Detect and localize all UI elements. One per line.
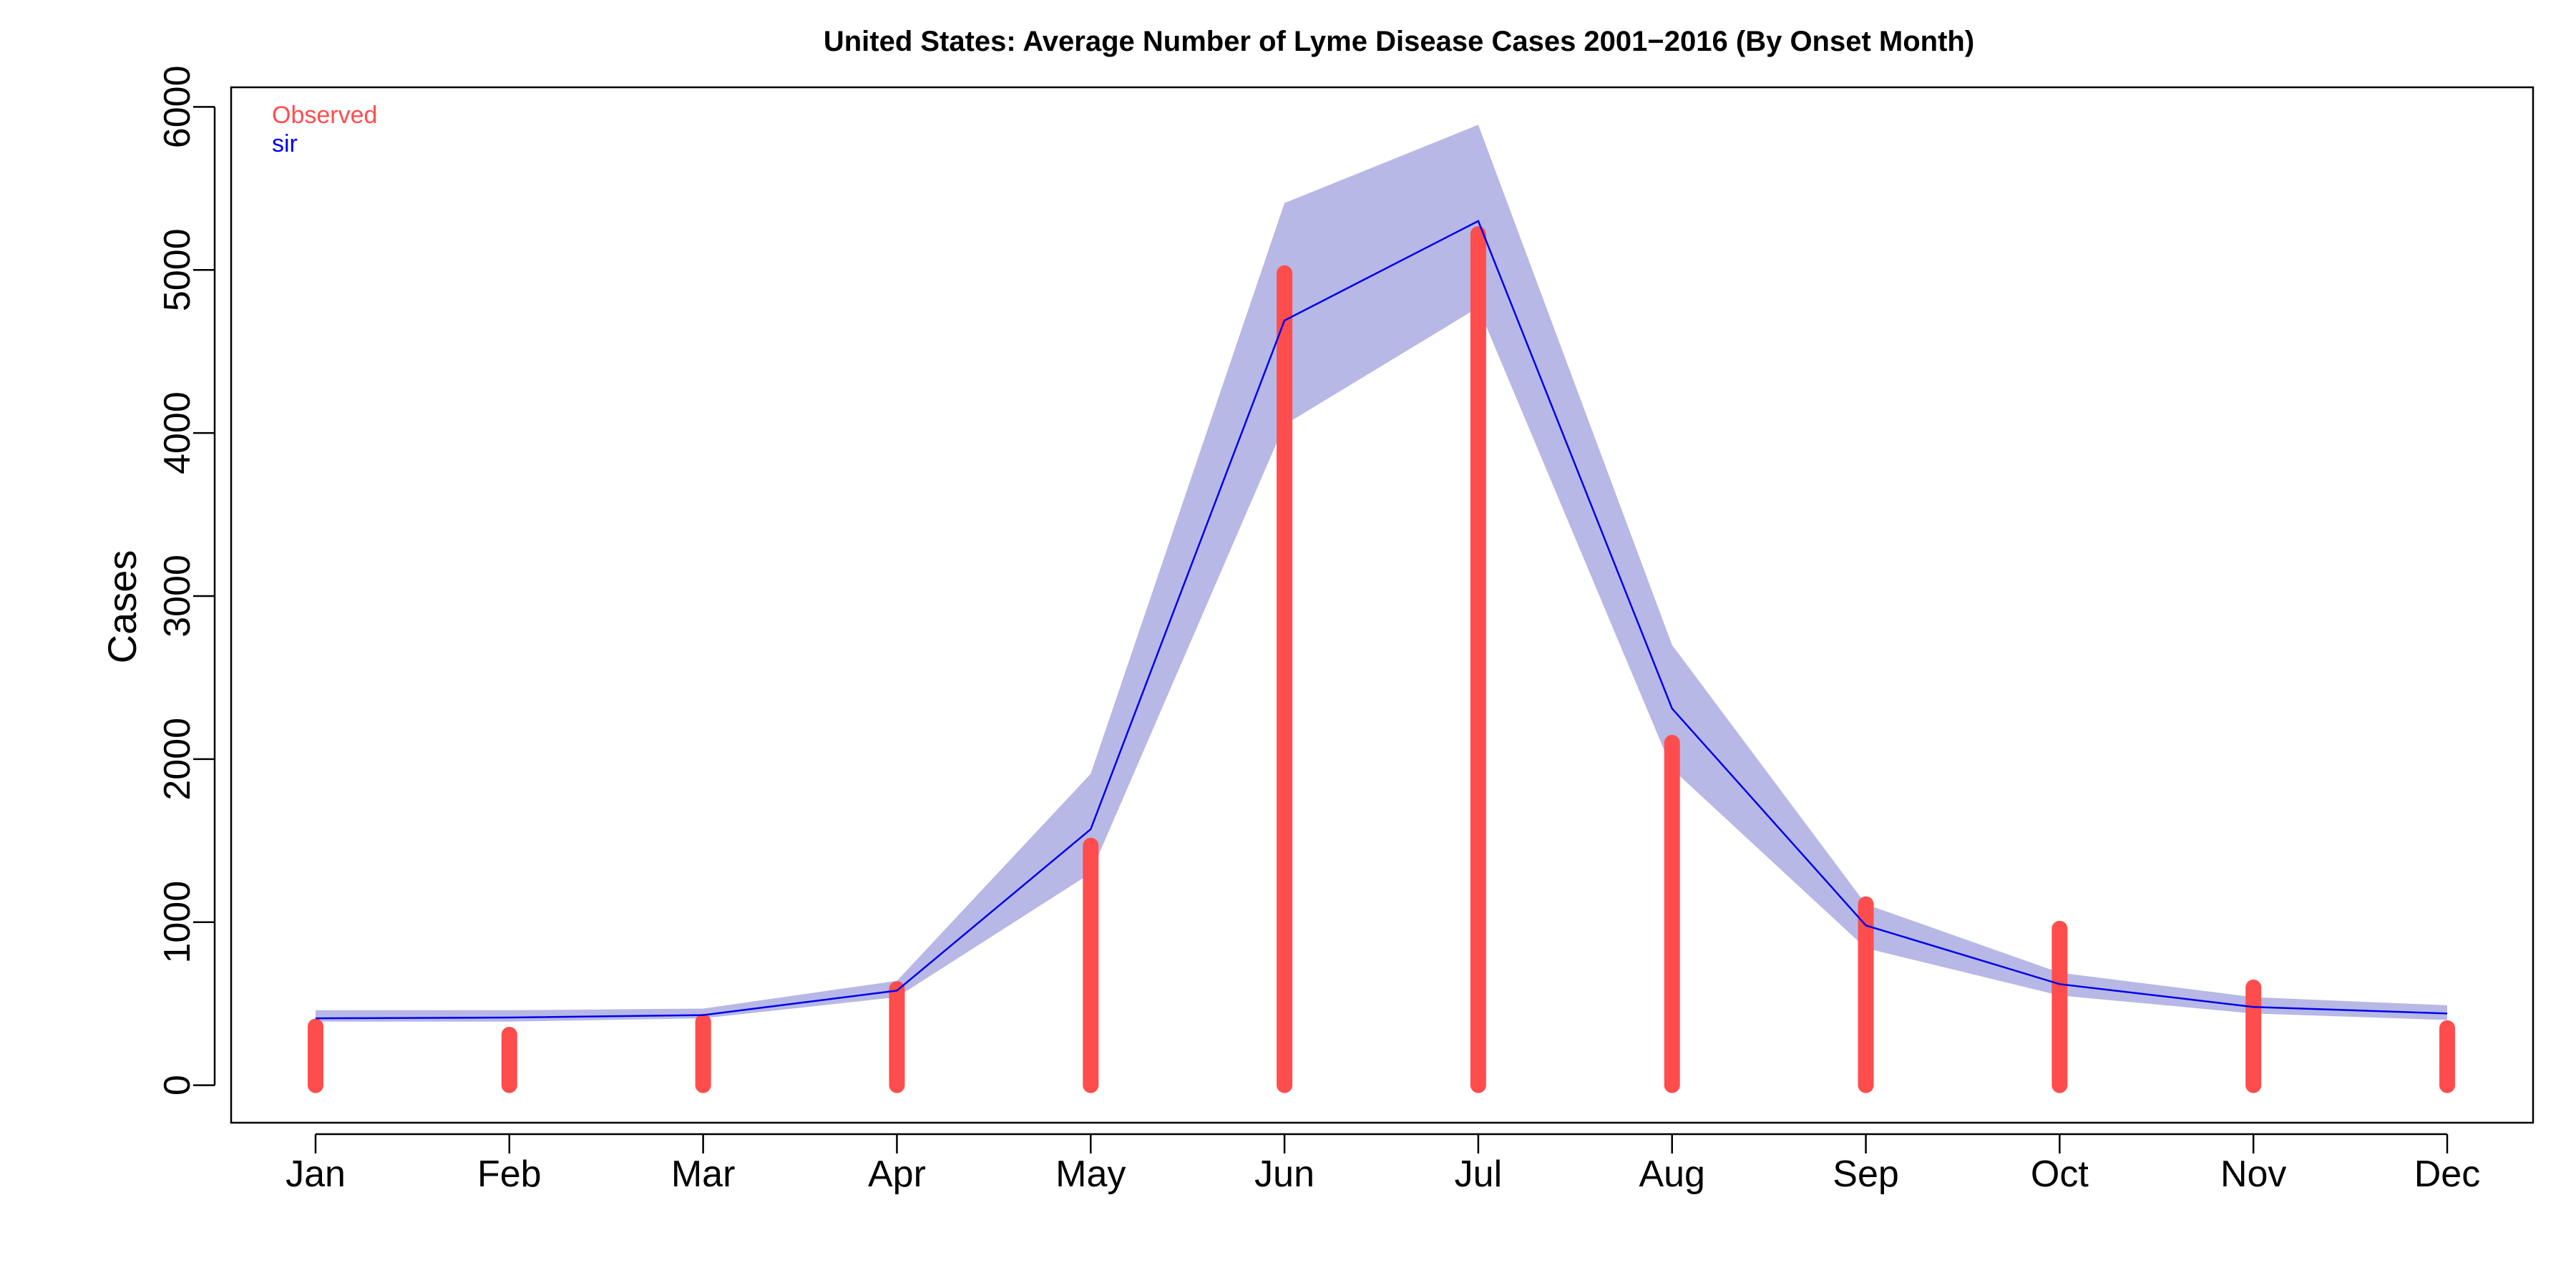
x-tick-label-feb: Feb xyxy=(477,1153,542,1195)
y-axis: 0 1000 2000 3000 4000 5000 6000 xyxy=(157,66,216,1096)
sir-confidence-band-layer xyxy=(316,125,2447,1022)
plot-frame xyxy=(230,86,2534,1124)
x-tick-label-jun: Jun xyxy=(1254,1153,1314,1195)
y-tick-label: 0 xyxy=(157,1075,198,1096)
y-tick-label: 1000 xyxy=(157,881,198,964)
y-tick-label: 4000 xyxy=(157,391,198,474)
y-tick-label: 6000 xyxy=(157,66,198,149)
sir-line-layer xyxy=(315,220,2448,1020)
x-tick-label-mar: Mar xyxy=(671,1153,736,1195)
x-tick-label-apr: Apr xyxy=(868,1153,926,1195)
x-tick-label-jan: Jan xyxy=(286,1153,346,1195)
legend-entry-sir: sir xyxy=(272,130,298,157)
x-tick-label-dec: Dec xyxy=(2414,1153,2480,1195)
x-tick-label-nov: Nov xyxy=(2220,1153,2286,1195)
x-tick-label-sep: Sep xyxy=(1833,1153,1899,1195)
observed-bars-layer xyxy=(308,226,2455,1093)
chart-title: United States: Average Number of Lyme Di… xyxy=(824,26,1974,57)
y-tick-label: 5000 xyxy=(157,228,198,311)
y-axis-label: Cases xyxy=(99,550,145,664)
x-tick-label-jul: Jul xyxy=(1455,1153,1502,1195)
x-tick-label-may: May xyxy=(1055,1153,1126,1195)
x-tick-label-aug: Aug xyxy=(1639,1153,1705,1195)
y-tick-label: 3000 xyxy=(157,555,198,638)
sir-confidence-band xyxy=(316,125,2447,1022)
legend-entry-observed: Observed xyxy=(272,102,377,129)
x-axis: Jan Feb Mar Apr May Jun Jul Aug Sep Oct Nov Dec xyxy=(286,1133,2480,1195)
sir-line xyxy=(315,220,2448,1020)
x-tick-label-oct: Oct xyxy=(2031,1153,2089,1195)
y-tick-label: 2000 xyxy=(157,718,198,801)
